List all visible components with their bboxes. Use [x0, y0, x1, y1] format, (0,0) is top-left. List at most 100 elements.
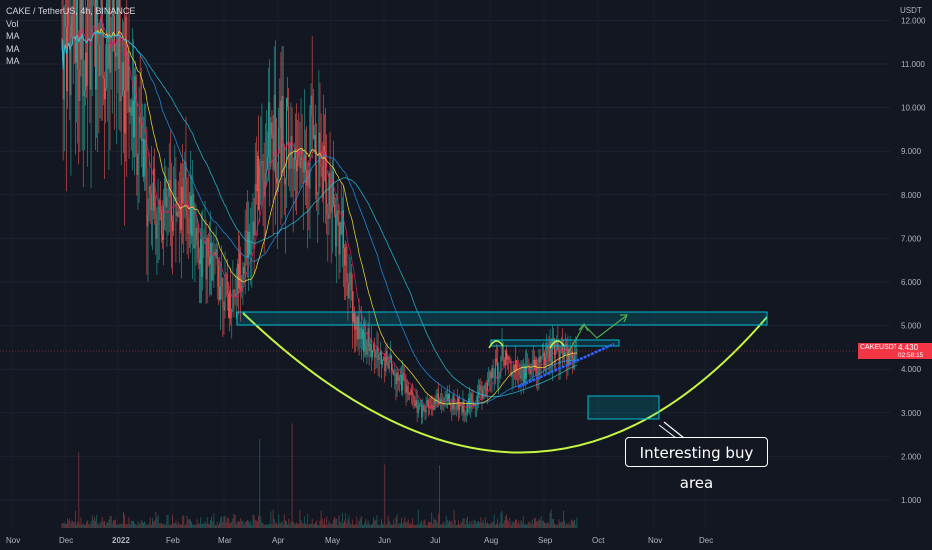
volume-bar: [102, 521, 104, 528]
volume-bar: [481, 522, 483, 528]
volume-bar: [531, 519, 533, 528]
volume-bar: [338, 514, 340, 528]
volume-bar: [459, 524, 461, 528]
candle-body: [424, 410, 426, 413]
volume-bar: [251, 524, 253, 528]
candle-body: [494, 358, 496, 378]
volume-bar: [574, 520, 576, 528]
price-tick-label: 4.000: [901, 365, 922, 374]
candle-body: [462, 400, 464, 413]
candle-body: [263, 181, 265, 198]
candle-body: [498, 376, 500, 379]
indicator-ma-1[interactable]: MA: [6, 31, 20, 41]
volume-bar: [324, 518, 325, 528]
volume-bar: [527, 523, 529, 528]
candle-body: [368, 328, 370, 351]
candle-body: [378, 355, 380, 360]
candle-body: [182, 186, 184, 204]
buy-area-callout[interactable]: Interesting buy area: [625, 437, 768, 492]
candle-body: [201, 239, 203, 277]
volume-bar: [88, 523, 90, 528]
candle-body: [68, 7, 70, 26]
volume-bar: [140, 520, 142, 528]
candle-body: [67, 7, 69, 92]
chart-grid: [0, 19, 890, 501]
volume-bar: [568, 522, 570, 528]
volume-bar: [223, 516, 225, 528]
candle-body: [135, 76, 137, 103]
volume-bar: [332, 519, 334, 528]
volume-bar: [551, 519, 553, 528]
candle-body: [346, 246, 348, 282]
volume-bar: [503, 520, 505, 528]
volume-bar: [434, 519, 436, 528]
candle-body: [321, 166, 323, 199]
candle-body: [280, 100, 282, 174]
time-tick-label: Mar: [218, 536, 232, 545]
indicator-vol[interactable]: Vol: [6, 18, 19, 29]
candle-body: [184, 161, 186, 178]
volume-bar: [370, 524, 372, 528]
volume-bar: [191, 521, 193, 528]
resistance-zone: [236, 311, 768, 326]
volume-bar: [306, 524, 308, 528]
volume-bar: [456, 524, 458, 528]
candle-body: [200, 239, 201, 265]
volume-bar: [254, 519, 256, 528]
volume-bar: [442, 523, 444, 528]
volume-bar: [268, 524, 270, 528]
candle-body: [156, 224, 158, 239]
volume-bar: [344, 520, 346, 528]
volume-bar: [490, 523, 492, 528]
candle-body: [222, 278, 224, 308]
volume-bar: [571, 520, 573, 528]
candle-body: [260, 161, 262, 166]
candle-body: [345, 246, 347, 266]
volume-bar: [224, 515, 226, 528]
volume-bar: [387, 515, 389, 528]
candle-body: [232, 289, 234, 309]
volume-bar: [160, 522, 162, 528]
volume-bar: [148, 523, 150, 528]
symbol-title[interactable]: CAKE / TetherUS, 4h, BINANCE: [6, 6, 136, 16]
volume-bar: [437, 513, 439, 528]
indicator-ma-3[interactable]: MA: [6, 56, 20, 66]
candle-body: [178, 206, 180, 218]
candle-body: [529, 370, 531, 374]
candle-body: [329, 173, 331, 206]
candle-body: [453, 395, 455, 410]
candle-body: [443, 398, 445, 405]
volume-bar: [468, 524, 469, 528]
candle-body: [96, 0, 98, 90]
volume-bar: [302, 523, 304, 528]
volume-bar: [488, 524, 490, 528]
candle-body: [477, 395, 478, 405]
volume-bar: [138, 523, 140, 528]
candle-body: [167, 196, 169, 198]
candle-body: [272, 134, 274, 170]
candle-body: [73, 0, 75, 36]
candle-body: [454, 409, 456, 410]
volume-bar: [546, 523, 548, 528]
volume-bar: [365, 518, 367, 528]
candle-body: [177, 211, 179, 218]
volume-bar: [309, 523, 311, 528]
volume-bar: [493, 514, 495, 528]
volume-bar: [112, 519, 114, 528]
volume-bar: [463, 517, 465, 528]
volume-bar: [74, 510, 76, 528]
candle-body: [337, 210, 339, 222]
indicator-ma-2[interactable]: MA: [6, 43, 20, 54]
candle-body: [358, 316, 360, 339]
candle-body: [533, 359, 535, 370]
volume-bar: [367, 520, 369, 528]
symbol-price-tag: CAKEUSDT: [858, 343, 898, 359]
candle-body: [489, 372, 491, 379]
candle-body: [278, 127, 280, 179]
volume-bar: [130, 520, 132, 528]
candle-body: [423, 404, 425, 411]
volume-bar: [383, 524, 385, 528]
volume-bar: [149, 517, 151, 528]
volume-bar: [300, 520, 302, 528]
